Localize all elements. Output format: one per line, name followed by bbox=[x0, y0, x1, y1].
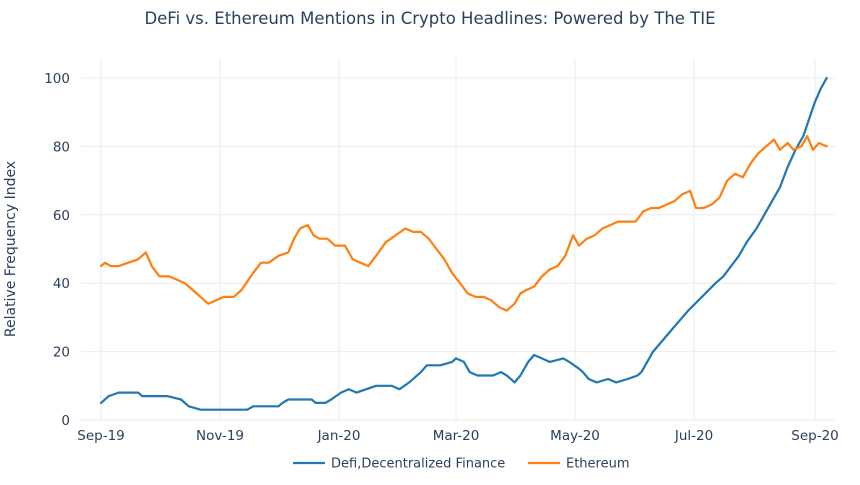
x-tick-label: Nov-19 bbox=[196, 428, 244, 444]
series-line-defi[interactable] bbox=[99, 76, 828, 411]
x-tick-label: Jan-20 bbox=[317, 428, 361, 444]
y-tick-label: 40 bbox=[53, 276, 70, 292]
x-axis-ticks: Sep-19 Nov-19 Jan-20 Mar-20 May-20 Jul-20 Sep-… bbox=[77, 428, 839, 444]
legend-label: Ethereum bbox=[566, 457, 630, 472]
y-tick-label: 0 bbox=[61, 413, 70, 429]
legend[interactable]: Defi,Decentralized Finance Ethereum bbox=[293, 457, 630, 472]
series-line-ethereum[interactable] bbox=[99, 135, 828, 312]
legend-item-ethereum[interactable]: Ethereum bbox=[528, 457, 630, 472]
chart-title: DeFi vs. Ethereum Mentions in Crypto Hea… bbox=[144, 9, 716, 28]
y-axis-ticks: 0 20 40 60 80 100 bbox=[44, 71, 70, 429]
y-tick-label: 20 bbox=[53, 345, 70, 361]
legend-label: Defi,Decentralized Finance bbox=[331, 457, 505, 472]
x-tick-label: May-20 bbox=[550, 428, 600, 444]
x-tick-label: Mar-20 bbox=[433, 428, 480, 444]
y-axis-title: Relative Frequency Index bbox=[3, 161, 19, 337]
x-tick-label: Sep-19 bbox=[77, 428, 125, 444]
y-tick-label: 60 bbox=[53, 208, 70, 224]
grid-lines bbox=[81, 58, 835, 421]
legend-item-defi[interactable]: Defi,Decentralized Finance bbox=[293, 457, 505, 472]
y-tick-label: 80 bbox=[53, 139, 70, 155]
x-tick-label: Sep-20 bbox=[791, 428, 839, 444]
series-lines bbox=[99, 76, 828, 411]
y-tick-label: 100 bbox=[44, 71, 70, 87]
x-tick-label: Jul-20 bbox=[674, 428, 713, 444]
